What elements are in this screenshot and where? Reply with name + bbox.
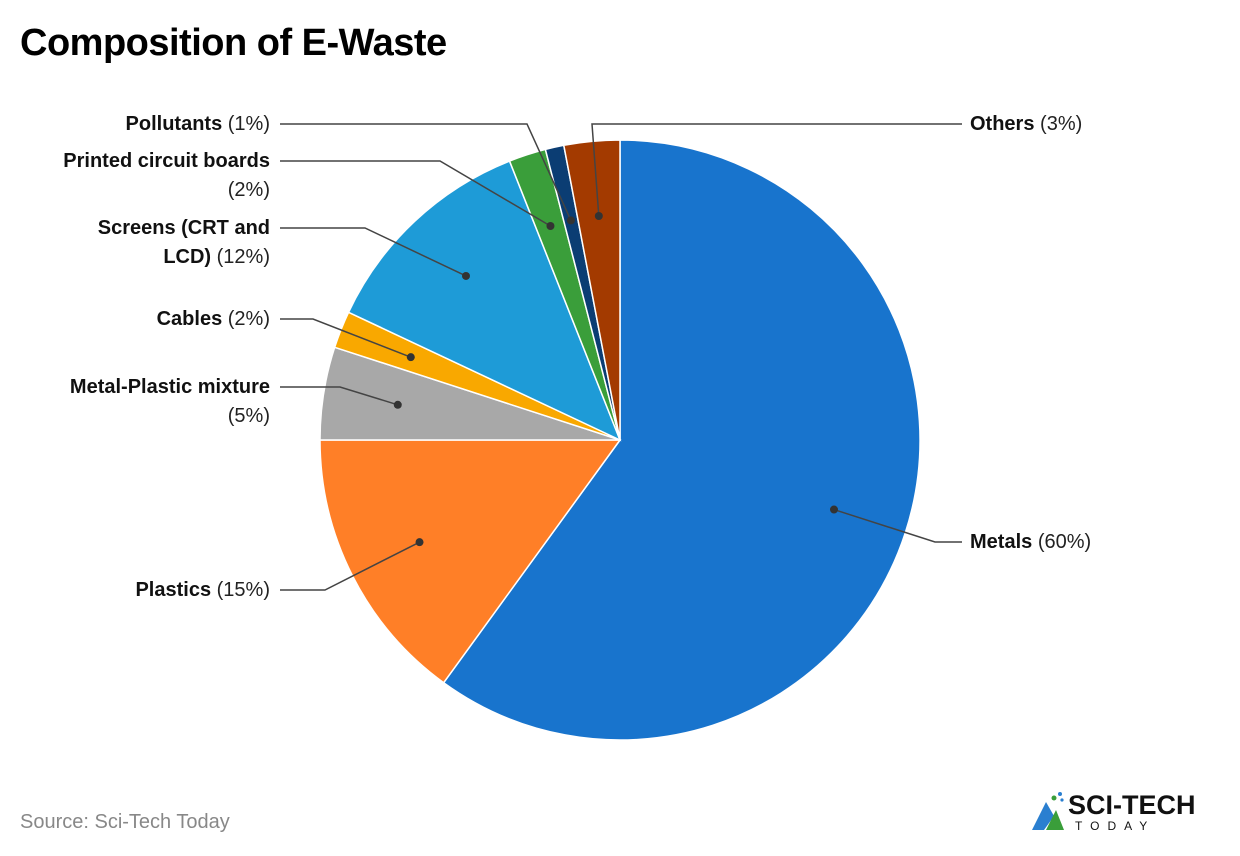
label-pcb: Printed circuit boards (2%) [63, 150, 270, 201]
label-others: Others (3%) [970, 113, 1083, 135]
leader-dot [393, 400, 402, 409]
label-metal-plastic: Metal-Plastic mixture (5%) [69, 376, 270, 427]
leader-line [280, 318, 412, 358]
leader-dot [594, 211, 603, 220]
leader-dot [415, 538, 424, 547]
leader-line [280, 386, 398, 406]
leader-line [280, 123, 572, 221]
label-pollutants: Pollutants (1%) [125, 113, 270, 135]
leader-line [280, 160, 551, 227]
source-note: Source: Sci-Tech Today [20, 811, 230, 833]
label-metals: Metals (60%) [970, 531, 1092, 553]
leader-dot [829, 505, 838, 514]
label-screens: Screens (CRT and LCD) (12%) [97, 217, 270, 268]
leader-line [833, 508, 962, 543]
leader-line [280, 541, 420, 591]
leader-line [280, 227, 467, 277]
leader-dot [406, 353, 415, 362]
chart-title: Composition of E-Waste [20, 22, 447, 64]
leader-line [591, 123, 962, 217]
pie-slice-screens-crt-and-lcd- [347, 160, 622, 442]
leader-dot [461, 271, 470, 280]
label-plastics: Plastics (15%) [135, 579, 270, 601]
leader-dot [546, 222, 555, 231]
leader-dot [566, 216, 575, 225]
sci-tech-logo: SCI-TECH TODAY [1030, 790, 1210, 833]
pie-slice-others [562, 139, 621, 441]
logo-icon [1032, 792, 1064, 830]
label-cables: Cables (2%) [156, 308, 270, 330]
